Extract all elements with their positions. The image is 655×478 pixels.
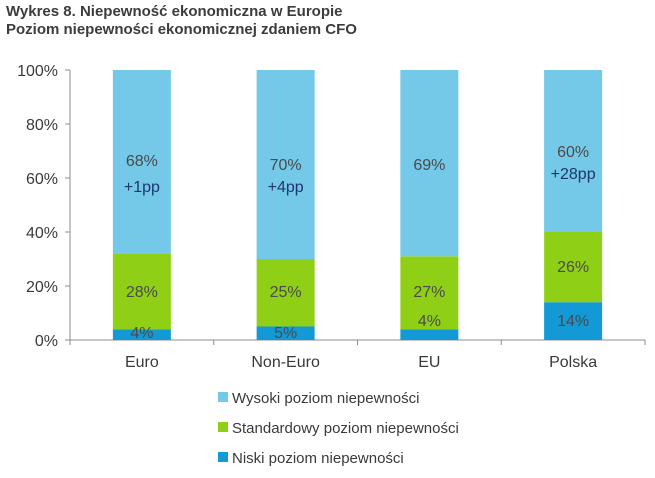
bar-segment-euro-2 [112, 70, 171, 254]
bar-segment-non-euro-2 [256, 70, 315, 259]
bar-segment-polska-2 [544, 70, 603, 232]
legend-label: Wysoki poziom niepewności [232, 390, 419, 407]
bar-segment-euro-0 [112, 329, 171, 340]
segment-label: 4% [418, 313, 441, 330]
y-tick-label: 40% [26, 225, 58, 242]
y-tick-label: 60% [26, 171, 58, 188]
bar-segment-polska-0 [544, 302, 603, 340]
y-tick-label: 80% [26, 117, 58, 134]
bar-segment-non-euro-0 [256, 326, 315, 340]
x-category-label: Polska [549, 354, 597, 371]
x-category-label: EU [418, 354, 440, 371]
segment-label: 27% [413, 284, 445, 301]
bar-segment-non-euro-1 [256, 259, 315, 327]
legend-swatch [218, 452, 228, 462]
bar-segment-polska-1 [544, 232, 603, 303]
segment-label: 14% [557, 313, 589, 330]
y-tick-label: 100% [17, 63, 58, 80]
chart-title-line-2: Poziom niepewności ekonomicznej zdaniem … [6, 21, 357, 38]
y-tick-label: 0% [35, 333, 58, 350]
segment-label: 5% [274, 325, 297, 342]
legend-swatch [218, 422, 228, 432]
segment-label: 60% [557, 144, 589, 161]
segment-label: 28% [126, 284, 158, 301]
x-category-label: Euro [125, 354, 159, 371]
change-annotation: +1pp [124, 179, 160, 196]
legend-label: Standardowy poziom niepewności [232, 420, 459, 437]
bar-segment-eu-0 [400, 329, 459, 340]
chart-title-line-1: Wykres 8. Niepewność ekonomiczna w Europ… [6, 3, 343, 20]
segment-label: 70% [270, 157, 302, 174]
segment-label: 25% [270, 284, 302, 301]
bar-segment-eu-1 [400, 256, 459, 330]
x-category-label: Non-Euro [251, 354, 320, 371]
legend-label: Niski poziom niepewności [232, 450, 404, 467]
legend-swatch [218, 392, 228, 402]
bar-segment-eu-2 [400, 70, 459, 257]
segment-label: 26% [557, 259, 589, 276]
change-annotation: +4pp [268, 179, 304, 196]
segment-label: 68% [126, 153, 158, 170]
y-tick-label: 20% [26, 279, 58, 296]
segment-label: 4% [130, 325, 153, 342]
bar-segment-euro-1 [112, 253, 171, 330]
change-annotation: +28pp [551, 166, 596, 183]
segment-label: 69% [413, 157, 445, 174]
